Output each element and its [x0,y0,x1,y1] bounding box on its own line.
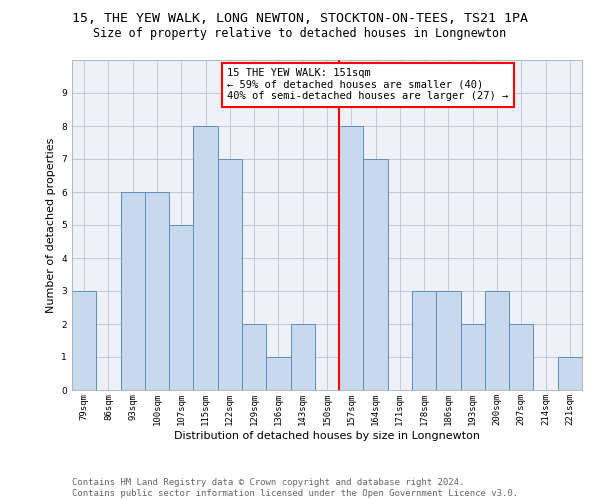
Bar [121,192,145,390]
Bar [242,324,266,390]
Bar [266,357,290,390]
Text: 15 THE YEW WALK: 151sqm
← 59% of detached houses are smaller (40)
40% of semi-de: 15 THE YEW WALK: 151sqm ← 59% of detache… [227,68,509,102]
Bar [72,291,96,390]
Bar [558,357,582,390]
Bar [339,126,364,390]
Bar [364,159,388,390]
Bar [509,324,533,390]
X-axis label: Distribution of detached houses by size in Longnewton: Distribution of detached houses by size … [174,430,480,440]
Bar [436,291,461,390]
Bar [290,324,315,390]
Bar [218,159,242,390]
Text: Size of property relative to detached houses in Longnewton: Size of property relative to detached ho… [94,28,506,40]
Bar [485,291,509,390]
Bar [169,225,193,390]
Text: Contains HM Land Registry data © Crown copyright and database right 2024.
Contai: Contains HM Land Registry data © Crown c… [72,478,518,498]
Text: 15, THE YEW WALK, LONG NEWTON, STOCKTON-ON-TEES, TS21 1PA: 15, THE YEW WALK, LONG NEWTON, STOCKTON-… [72,12,528,26]
Bar [461,324,485,390]
Bar [145,192,169,390]
Bar [193,126,218,390]
Bar [412,291,436,390]
Y-axis label: Number of detached properties: Number of detached properties [46,138,56,312]
